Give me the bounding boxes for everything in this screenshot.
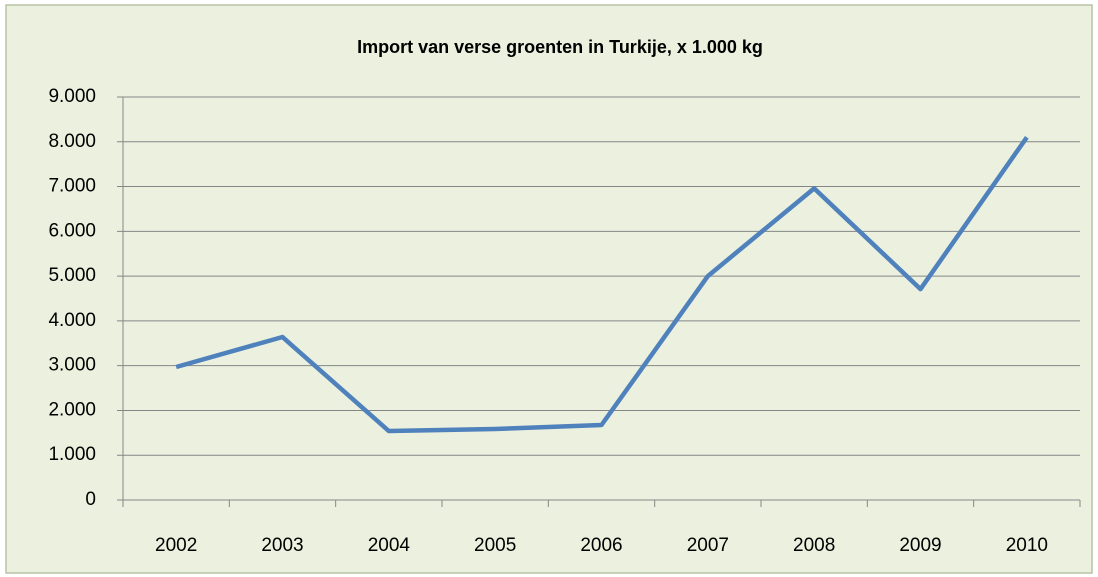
x-tick-label: 2006 [580,535,622,556]
y-tick-label: 2.000 [48,399,96,420]
y-tick-label: 3.000 [48,355,96,376]
y-tick-label: 5.000 [48,265,96,286]
y-tick-label: 9.000 [48,86,96,107]
line-series [175,136,1029,434]
x-tick-label: 2008 [793,535,835,556]
y-tick-label: 8.000 [48,131,96,152]
y-tick-label: 1.000 [48,444,96,465]
y-tick-label: 4.000 [48,310,96,331]
y-tick-label: 7.000 [48,176,96,197]
x-tick-label: 2002 [155,535,197,556]
x-tick-label: 2003 [261,535,303,556]
x-tick-label: 2010 [1006,535,1048,556]
chart-title: Import van verse groenten in Turkije, x … [357,37,763,57]
x-tick-label: 2009 [899,535,941,556]
x-tick-label: 2007 [687,535,729,556]
x-tick-label: 2004 [368,535,411,556]
y-tick-label: 0 [85,489,96,510]
chart-background [5,4,1093,574]
y-tick-label: 6.000 [48,220,96,241]
x-tick-label: 2005 [474,535,516,556]
